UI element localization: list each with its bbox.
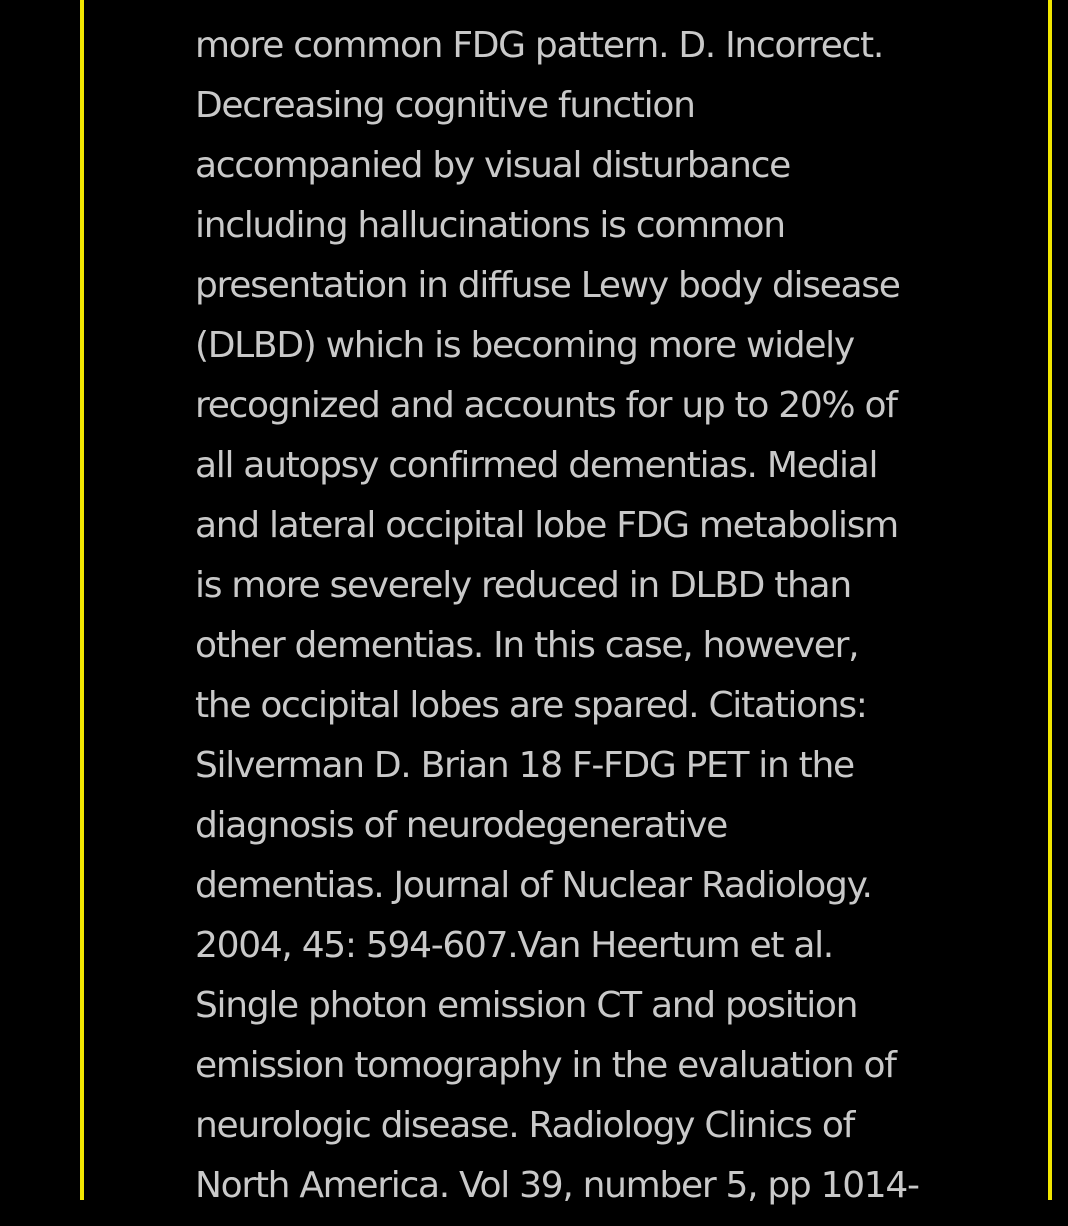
explanation-line: the occipital lobes are spared. Citation… <box>195 685 868 726</box>
explanation-line: Decreasing cognitive function <box>195 85 696 126</box>
explanation-line: diagnosis of neurodegenerative <box>195 805 728 846</box>
answer-explanation-text: more common FDG pattern. D. Incorrect. D… <box>195 0 1055 1216</box>
explanation-line: 2004, 45: 594-607.Van Heertum et al. <box>195 925 834 966</box>
highlight-frame <box>80 0 1052 1200</box>
explanation-line: and lateral occipital lobe FDG metabolis… <box>195 505 899 546</box>
explanation-line: neurologic disease. Radiology Clinics of <box>195 1105 855 1146</box>
explanation-line: more common FDG pattern. D. Incorrect. <box>195 25 884 66</box>
explanation-line: Silverman D. Brian 18 F-FDG PET in the <box>195 745 855 786</box>
explanation-line: all autopsy confirmed dementias. Medial <box>195 445 878 486</box>
explanation-line: recognized and accounts for up to 20% of <box>195 385 898 426</box>
explanation-line: Single photon emission CT and position <box>195 985 858 1026</box>
explanation-line: emission tomography in the evaluation of <box>195 1045 897 1086</box>
explanation-line: dementias. Journal of Nuclear Radiology. <box>195 865 873 906</box>
explanation-line: accompanied by visual disturbance <box>195 145 791 186</box>
explanation-line: presentation in diffuse Lewy body diseas… <box>195 265 901 306</box>
explanation-line <box>195 0 1055 16</box>
explanation-line: including hallucinations is common <box>195 205 786 246</box>
explanation-line: (DLBD) which is becoming more widely <box>195 325 855 366</box>
explanation-line: other dementias. In this case, however, <box>195 625 860 666</box>
explanation-line: is more severely reduced in DLBD than <box>195 565 852 606</box>
explanation-line: North America. Vol 39, number 5, pp 1014… <box>195 1165 920 1206</box>
